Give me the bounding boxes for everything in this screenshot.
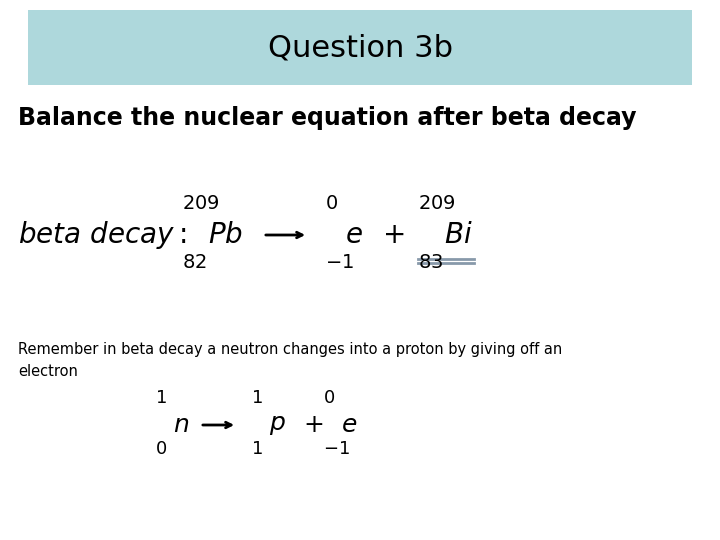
Text: Remember in beta decay a neutron changes into a proton by giving off an
electron: Remember in beta decay a neutron changes… bbox=[18, 342, 562, 379]
Text: $83$: $83$ bbox=[418, 253, 444, 272]
Text: $1$: $1$ bbox=[251, 440, 263, 458]
Text: Balance the nuclear equation after beta decay: Balance the nuclear equation after beta … bbox=[18, 106, 636, 130]
Text: $-1$: $-1$ bbox=[325, 253, 354, 272]
Text: $p$: $p$ bbox=[269, 413, 286, 437]
Text: $+$: $+$ bbox=[382, 221, 405, 249]
Text: $209$: $209$ bbox=[418, 194, 456, 213]
Bar bbox=[28, 10, 692, 85]
Text: $e$: $e$ bbox=[345, 221, 363, 249]
Text: Question 3b: Question 3b bbox=[268, 33, 452, 63]
Text: $209$: $209$ bbox=[182, 194, 220, 213]
Text: $e$: $e$ bbox=[341, 413, 357, 437]
Text: $0$: $0$ bbox=[155, 440, 167, 458]
Text: $Pb$: $Pb$ bbox=[208, 221, 243, 249]
Text: $Bi$: $Bi$ bbox=[444, 221, 472, 249]
Text: $1$: $1$ bbox=[251, 389, 263, 407]
Text: $82$: $82$ bbox=[182, 253, 207, 272]
Text: $\mathit{beta\ decay:}$: $\mathit{beta\ decay:}$ bbox=[18, 219, 186, 251]
Text: $0$: $0$ bbox=[323, 389, 335, 407]
Text: $1$: $1$ bbox=[155, 389, 167, 407]
Text: $n$: $n$ bbox=[173, 413, 189, 437]
Text: $+$: $+$ bbox=[303, 413, 323, 437]
Text: $0$: $0$ bbox=[325, 194, 338, 213]
Text: $-1$: $-1$ bbox=[323, 440, 350, 458]
